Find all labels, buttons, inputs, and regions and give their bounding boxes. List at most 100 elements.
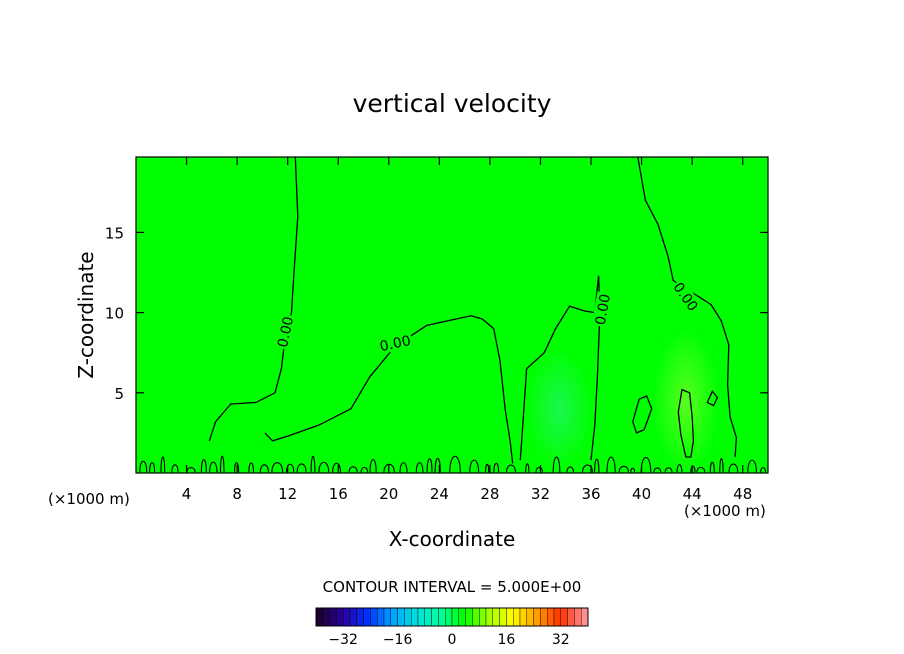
x-tick-label: 12 xyxy=(278,485,297,503)
colorbar-cell xyxy=(581,607,589,627)
surface-contour xyxy=(506,464,516,473)
surface-contour xyxy=(271,462,284,473)
surface-contour xyxy=(209,461,218,473)
zero-contour-left xyxy=(208,157,299,442)
contour-label: 0.00 xyxy=(593,293,614,326)
colorbar-tick-label: −16 xyxy=(383,632,413,648)
colorbar-cell xyxy=(485,607,494,627)
surface-contour xyxy=(566,466,575,473)
colorbar-cell xyxy=(526,607,534,627)
surface-contour xyxy=(332,462,342,473)
surface-contour xyxy=(449,455,461,473)
surface-contour xyxy=(139,460,148,473)
colorbar-cell xyxy=(315,607,324,627)
contour-label: 0.00 xyxy=(378,333,412,355)
surface-contour xyxy=(296,463,307,473)
surface-contour xyxy=(399,462,408,473)
colorbar-cell xyxy=(336,607,344,627)
surface-contour xyxy=(149,462,156,473)
colorbar-cell xyxy=(547,607,555,627)
surface-contour xyxy=(369,459,377,473)
colorbar-cell xyxy=(458,607,466,627)
colorbar-cell xyxy=(390,607,398,627)
surface-contour xyxy=(219,455,225,473)
surface-contour xyxy=(581,464,594,473)
surface-contour xyxy=(310,455,316,473)
x-tick-label: 48 xyxy=(733,485,752,503)
surface-contour xyxy=(630,467,636,473)
x-unit-left: (×1000 m) xyxy=(48,490,130,508)
colorbar-cell xyxy=(445,607,453,627)
field-highlight-1 xyxy=(652,328,719,473)
y-axis-label: Z-coordinate xyxy=(74,251,98,378)
surface-contour xyxy=(383,463,395,473)
closed-contour-a xyxy=(632,395,653,434)
surface-contour xyxy=(618,465,630,473)
surface-contour xyxy=(760,467,767,473)
contour-label: 0.00 xyxy=(275,315,297,349)
x-tick-label: 40 xyxy=(632,485,651,503)
contour-label-bg xyxy=(669,278,703,316)
colorbar-frame xyxy=(315,607,589,627)
zero-contour-far-right xyxy=(637,157,738,458)
colorbar-cell xyxy=(513,607,521,627)
colorbar-cell xyxy=(499,607,507,627)
colorbar-cell xyxy=(383,607,392,627)
colorbar-cell xyxy=(329,607,337,627)
colorbar-cell xyxy=(479,607,487,627)
y-tick-label: 15 xyxy=(105,224,124,242)
surface-contour xyxy=(259,464,270,473)
colorbar-cell xyxy=(560,607,568,627)
surface-contour xyxy=(200,459,207,473)
surface-contour xyxy=(469,459,480,473)
colorbar-cell xyxy=(465,607,473,627)
colorbar-cell xyxy=(472,607,480,627)
field-highlight-0 xyxy=(526,347,593,470)
surface-contour xyxy=(747,459,757,473)
surface-contour xyxy=(719,457,724,473)
colorbar-cell xyxy=(363,607,371,627)
surface-contour xyxy=(690,465,696,473)
closed-contour-c xyxy=(706,389,719,407)
x-tick-label: 32 xyxy=(531,485,550,503)
surface-contour xyxy=(415,462,424,473)
colorbar-cell xyxy=(397,607,405,627)
surface-contour xyxy=(594,458,600,473)
contour-label-bg xyxy=(591,291,614,328)
colorbar-cell xyxy=(349,607,358,627)
colorbar-cell xyxy=(574,607,582,627)
colorbar-cell xyxy=(451,607,460,627)
surface-contour xyxy=(535,466,544,473)
surface-contour xyxy=(160,456,166,473)
colorbar-cell xyxy=(404,607,412,627)
colorbar-tick-label: 0 xyxy=(448,632,457,648)
x-tick-label: 20 xyxy=(379,485,398,503)
y-tick-label: 5 xyxy=(114,385,124,403)
colorbar-cell xyxy=(533,607,541,627)
surface-contour xyxy=(434,457,441,473)
x-tick-label: 28 xyxy=(480,485,499,503)
colorbar-cell xyxy=(417,607,426,627)
colorbar-tick-label: 16 xyxy=(497,632,515,648)
colorbar-cell xyxy=(356,607,364,627)
surface-contour xyxy=(696,466,706,473)
colorbar-cell xyxy=(519,607,528,627)
colorbar-cell xyxy=(322,607,330,627)
surface-contour xyxy=(525,463,530,473)
colorbar-cell xyxy=(553,607,562,627)
surface-contour xyxy=(248,462,255,473)
colorbar-cell xyxy=(567,607,575,627)
colorbar-cell xyxy=(411,607,419,627)
surface-contour xyxy=(653,467,662,473)
contour-interval-label: CONTOUR INTERVAL = 5.000E+00 xyxy=(323,578,582,596)
surface-contour xyxy=(493,462,500,473)
contour-label-bg xyxy=(376,331,414,355)
surface-contour xyxy=(709,461,715,473)
surface-contour xyxy=(171,464,179,473)
surface-contour xyxy=(676,464,683,473)
surface-contour xyxy=(348,466,358,473)
colorbar-tick-label: −32 xyxy=(328,632,358,648)
closed-contour-b xyxy=(677,388,695,458)
y-tick-label: 10 xyxy=(105,305,124,323)
